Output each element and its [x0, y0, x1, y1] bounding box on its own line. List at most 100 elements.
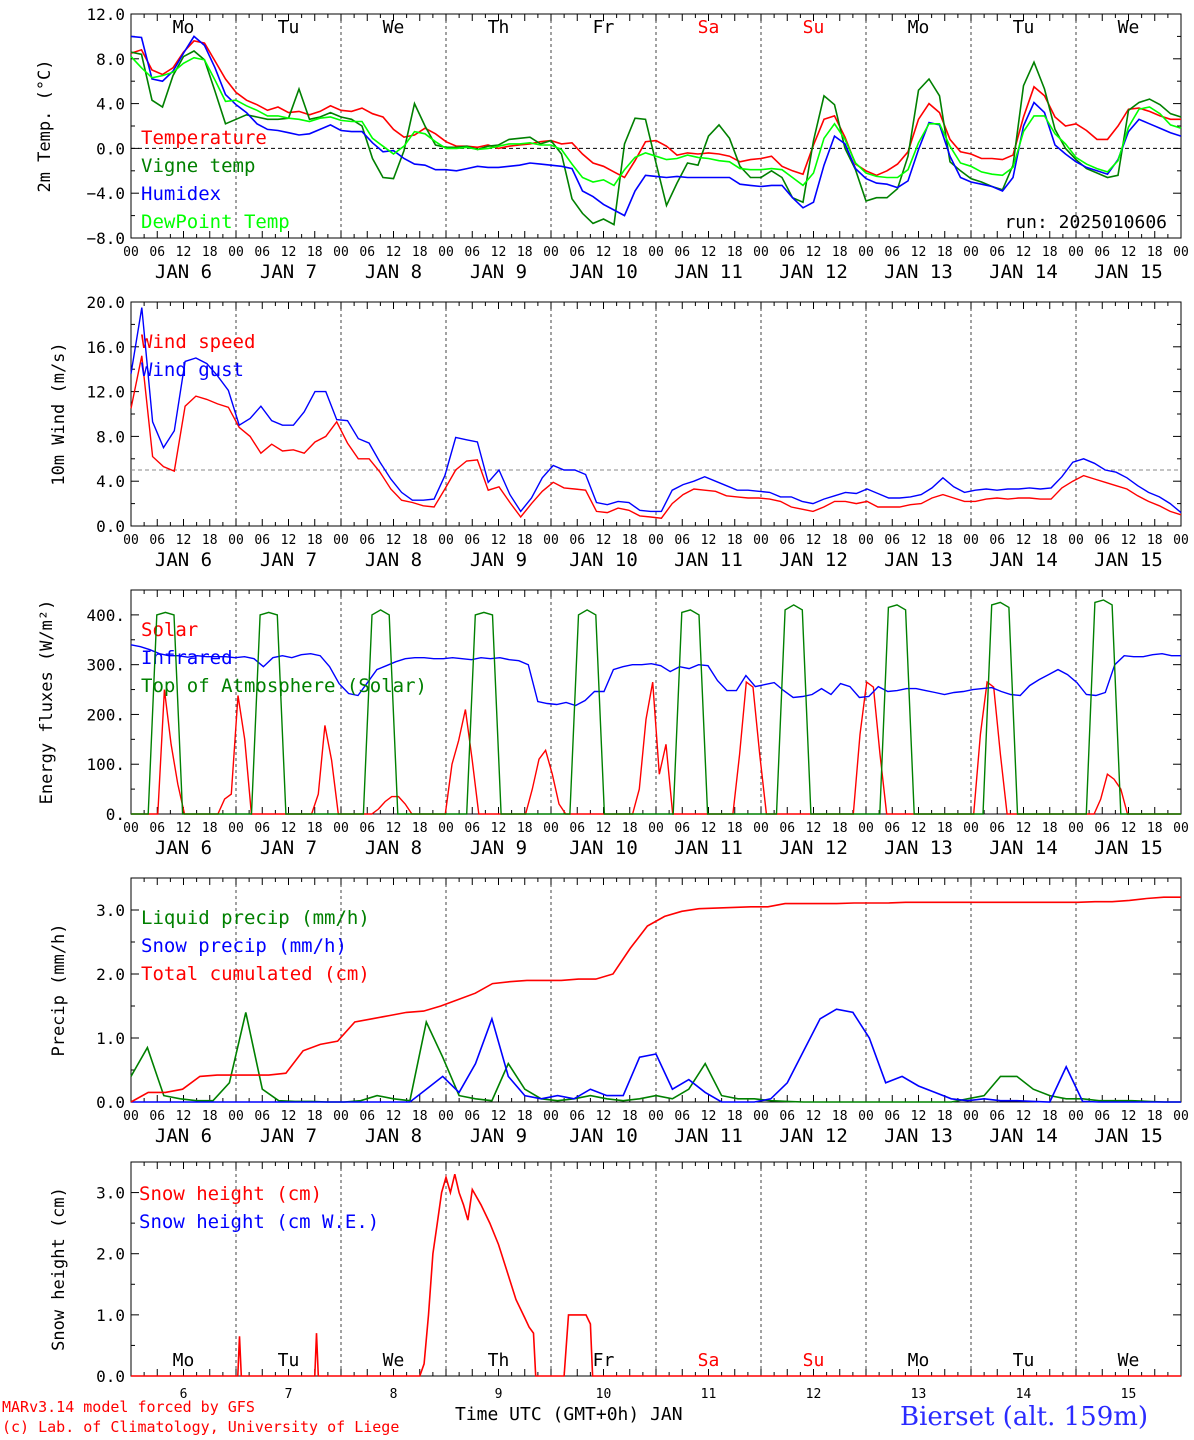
- date-label: JAN 15: [1094, 549, 1163, 571]
- hour-tick-label: 12: [596, 245, 612, 260]
- panel-4: 0.0 1.0 2.0 3.0 Precip (mm/h) Liquid precip (…: [49, 877, 1189, 1147]
- hour-tick-label: 18: [832, 533, 848, 548]
- hour-tick-label: 06: [674, 245, 690, 260]
- y-tick-label: 0.: [106, 805, 125, 824]
- hour-tick-label: 12: [596, 1109, 612, 1124]
- hour-tick-label: 18: [307, 1109, 323, 1124]
- date-label: JAN 13: [884, 1125, 953, 1147]
- legend-entry: Snow height (cm W.E.): [139, 1211, 379, 1233]
- y-tick-label: −8.0: [86, 229, 125, 248]
- hour-tick-label: 18: [1042, 1109, 1058, 1124]
- series-line-2: [130, 35, 1182, 217]
- date-label: JAN 13: [884, 837, 953, 859]
- hour-tick-label: 06: [884, 821, 900, 836]
- y-tick-label: 12.0: [86, 5, 125, 24]
- hour-tick-label: 00: [1068, 245, 1084, 260]
- hour-tick-label: 06: [1094, 533, 1110, 548]
- hour-tick-label: 00: [228, 1109, 244, 1124]
- hour-tick-label: 12: [176, 245, 192, 260]
- hour-tick-label: 18: [202, 245, 218, 260]
- hour-tick-label: 00: [1068, 1109, 1084, 1124]
- hour-tick-label: 00: [333, 1109, 349, 1124]
- date-label: JAN 7: [260, 261, 317, 283]
- weekday-label: Tu: [1013, 17, 1035, 38]
- hour-tick-label: 06: [1094, 821, 1110, 836]
- hour-tick-label: 12: [806, 245, 822, 260]
- date-label: JAN 12: [779, 261, 848, 283]
- weekday-label: Th: [488, 17, 510, 38]
- date-label: JAN 6: [155, 261, 212, 283]
- date-label: JAN 10: [569, 1125, 638, 1147]
- y-tick-label: 0.0: [96, 139, 125, 158]
- hour-tick-label: 18: [1042, 245, 1058, 260]
- hour-tick-label: 12: [281, 533, 297, 548]
- plot-frame: [130, 589, 1182, 815]
- hour-tick-label: 18: [517, 533, 533, 548]
- hour-tick-label: 18: [832, 821, 848, 836]
- date-label: JAN 7: [260, 1125, 317, 1147]
- y-tick-label: 200.: [86, 705, 125, 724]
- weekday-label: Tu: [278, 17, 300, 38]
- hour-tick-label: 06: [779, 245, 795, 260]
- hour-tick-label: 12: [1121, 533, 1137, 548]
- hour-tick-label: 12: [386, 533, 402, 548]
- hour-tick-label: 06: [1094, 245, 1110, 260]
- hour-tick-label: 00: [963, 1109, 979, 1124]
- hour-tick-label: 00: [753, 533, 769, 548]
- hour-tick-label: 06: [149, 1109, 165, 1124]
- legend-entry: Snow precip (mm/h): [141, 935, 347, 957]
- date-label: JAN 10: [569, 549, 638, 571]
- hour-tick-label: 12: [701, 533, 717, 548]
- hour-tick-label: 12: [806, 1109, 822, 1124]
- legend-entry: Infrared: [141, 647, 233, 669]
- weekday-label: Mo: [173, 17, 195, 38]
- hour-tick-label: 12: [176, 821, 192, 836]
- hour-tick-label: 06: [1094, 1109, 1110, 1124]
- y-axis-label: Precip (mm/h): [49, 923, 69, 1056]
- weekday-label: We: [383, 17, 405, 38]
- y-tick-label: 2.0: [96, 965, 125, 984]
- date-label: JAN 14: [989, 837, 1058, 859]
- panel-1: −8.0 −4.0 0.0 4.0 8.0 12.0 2m Temp. (°C) Temper…: [35, 5, 1189, 283]
- date-label: JAN 13: [884, 261, 953, 283]
- hour-tick-label: 12: [1016, 821, 1032, 836]
- hour-tick-label: 12: [491, 821, 507, 836]
- hour-tick-label: 18: [622, 533, 638, 548]
- date-label: JAN 11: [674, 549, 743, 571]
- hour-tick-label: 12: [1121, 245, 1137, 260]
- hour-tick-label: 18: [937, 1109, 953, 1124]
- hour-tick-label: 00: [648, 821, 664, 836]
- y-axis-label: Snow height (cm): [49, 1187, 69, 1351]
- legend-entry: Wind gust: [141, 359, 244, 381]
- hour-tick-label: 06: [884, 245, 900, 260]
- weekday-label: Fr: [593, 17, 615, 38]
- y-tick-label: 0.0: [96, 1367, 125, 1386]
- hour-tick-label: 00: [753, 821, 769, 836]
- hour-tick-label: 12: [806, 821, 822, 836]
- hour-tick-label: 00: [543, 245, 559, 260]
- hour-tick-label: 12: [386, 821, 402, 836]
- hour-tick-label: 06: [569, 821, 585, 836]
- y-tick-label: 0.0: [96, 517, 125, 536]
- hour-tick-label: 18: [307, 245, 323, 260]
- date-label: JAN 6: [155, 1125, 212, 1147]
- day-number-label: 9: [495, 1387, 503, 1402]
- hour-tick-label: 12: [1016, 245, 1032, 260]
- hour-tick-label: 00: [438, 821, 454, 836]
- hour-tick-label: 12: [701, 821, 717, 836]
- y-tick-label: 20.0: [86, 293, 125, 312]
- series-line-1: [131, 1008, 1181, 1103]
- hour-tick-label: 00: [438, 1109, 454, 1124]
- hour-tick-label: 12: [596, 533, 612, 548]
- y-tick-label: 12.0: [86, 383, 125, 402]
- date-label: JAN 14: [989, 261, 1058, 283]
- hour-tick-label: 12: [491, 245, 507, 260]
- date-label: JAN 11: [674, 261, 743, 283]
- series-line-1: [130, 644, 1181, 707]
- hour-tick-label: 12: [281, 1109, 297, 1124]
- legend-entry: DewPoint Temp: [141, 211, 290, 233]
- hour-tick-label: 00: [963, 245, 979, 260]
- hour-tick-label: 18: [832, 1109, 848, 1124]
- series-line-1: [130, 307, 1182, 514]
